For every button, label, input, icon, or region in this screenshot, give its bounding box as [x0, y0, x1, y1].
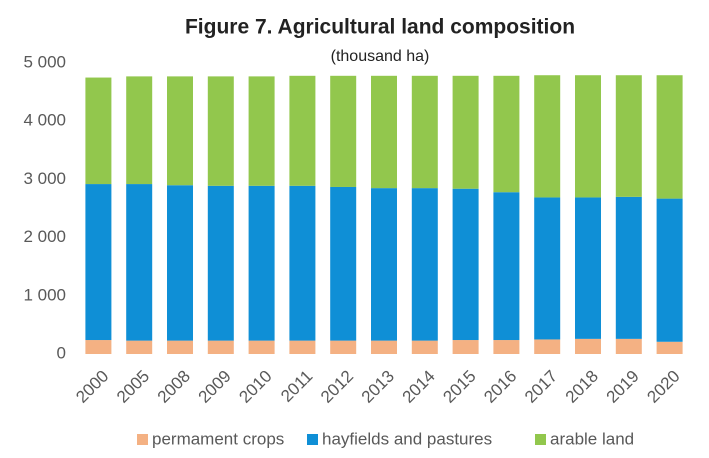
- y-tick-label: 0: [57, 343, 66, 362]
- y-tick-label: 1 000: [23, 285, 66, 304]
- bar-segment: [167, 185, 193, 341]
- bar-segment: [452, 188, 479, 341]
- bar-segment: [411, 188, 438, 341]
- bar-segment: [85, 77, 112, 185]
- bar-segment: [207, 185, 234, 341]
- bar-segment: [330, 75, 357, 187]
- bar-segment: [656, 341, 683, 354]
- bar-segment: [371, 188, 397, 341]
- legend-swatch: [535, 434, 546, 445]
- bar-segment: [656, 75, 683, 199]
- bar-segment: [452, 75, 479, 189]
- x-tick-label: 2009: [195, 367, 235, 407]
- bar-segment: [85, 184, 112, 341]
- bar-segment: [167, 76, 193, 186]
- legend-label: arable land: [550, 429, 634, 448]
- chart-title: Figure 7. Agricultural land composition: [185, 16, 575, 39]
- bar-segment: [656, 198, 683, 342]
- x-tick-label: 2020: [643, 367, 683, 407]
- x-tick-label: 2000: [72, 367, 112, 407]
- x-tick-label: 2014: [399, 367, 439, 407]
- legend-swatch: [137, 434, 148, 445]
- chart-subtitle: (thousand ha): [331, 48, 430, 65]
- bar-segment: [615, 75, 642, 197]
- bar-segment: [126, 76, 153, 185]
- x-tick-label: 2013: [358, 367, 398, 407]
- x-tick-label: 2016: [480, 367, 520, 407]
- bar-segment: [248, 340, 275, 354]
- x-tick-label: 2005: [113, 367, 153, 407]
- bar-segment: [493, 192, 520, 341]
- bar-segment: [575, 75, 601, 198]
- x-tick-label: 2011: [277, 367, 316, 406]
- bar-segment: [534, 75, 561, 198]
- bar-segment: [330, 186, 357, 341]
- bar-segment: [371, 340, 397, 354]
- bar-segment: [330, 340, 357, 354]
- bar-segment: [289, 75, 316, 186]
- x-tick-label: 2019: [603, 367, 643, 407]
- y-tick-label: 4 000: [23, 111, 66, 130]
- bar-segment: [207, 76, 234, 186]
- bar-segment: [452, 340, 479, 354]
- bar-segment: [411, 340, 438, 354]
- bar-segment: [126, 340, 153, 354]
- x-tick-label: 2017: [521, 367, 561, 407]
- y-tick-label: 5 000: [23, 52, 66, 71]
- x-tick-label: 2008: [154, 367, 194, 407]
- bar-segment: [615, 338, 642, 354]
- bar-segment: [534, 339, 561, 354]
- y-tick-label: 2 000: [23, 227, 66, 246]
- bar-segment: [493, 340, 520, 354]
- bar-segment: [575, 338, 601, 354]
- bar-segment: [248, 76, 275, 186]
- bar-segment: [371, 75, 397, 189]
- bar-segment: [411, 75, 438, 189]
- bar-segment: [167, 340, 193, 354]
- legend-label: hayfields and pastures: [322, 429, 492, 448]
- legend-label: permament crops: [152, 429, 284, 448]
- x-tick-label: 2010: [235, 367, 275, 407]
- bar-segment: [534, 197, 561, 340]
- y-tick-label: 3 000: [23, 169, 66, 188]
- x-tick-label: 2015: [439, 367, 479, 407]
- bar-segment: [126, 184, 153, 341]
- bar-segment: [615, 196, 642, 339]
- x-tick-label: 2012: [317, 367, 357, 407]
- x-tick-label: 2018: [562, 367, 602, 407]
- bar-segment: [207, 340, 234, 354]
- bar-segment: [85, 340, 112, 354]
- bar-segment: [289, 340, 316, 354]
- bar-segment: [248, 185, 275, 341]
- bar-segment: [289, 185, 316, 341]
- bar-segment: [575, 197, 601, 339]
- legend-swatch: [307, 434, 318, 445]
- bar-segment: [493, 75, 520, 193]
